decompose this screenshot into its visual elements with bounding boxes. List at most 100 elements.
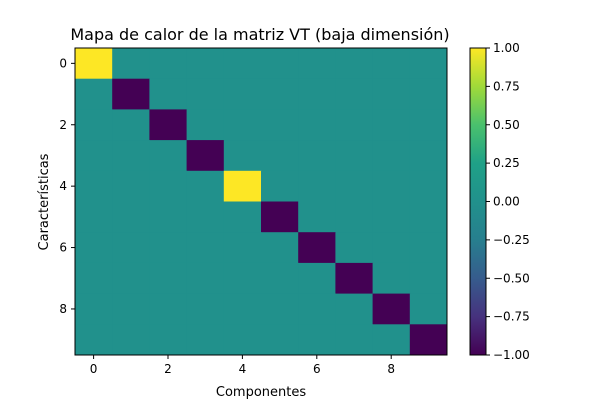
- heatmap-cell-r8-c9: [409, 293, 448, 325]
- heatmap-cell-r1-c3: [186, 78, 225, 110]
- heatmap-cell-r9-c3: [186, 324, 225, 356]
- y-tick-label: 4: [59, 179, 67, 193]
- y-tick-label: 2: [59, 118, 67, 132]
- heatmap-cell-r9-c9: [409, 324, 448, 356]
- heatmap-cell-r1-c2: [149, 78, 188, 110]
- heatmap-cell-r2-c8: [372, 109, 411, 141]
- heatmap-cell-r0-c8: [372, 48, 411, 80]
- heatmap-cell-r0-c2: [149, 48, 188, 80]
- colorbar-tick-label: −0.50: [493, 271, 530, 285]
- heatmap-cell-r4-c1: [112, 170, 150, 202]
- heatmap-cell-r1-c1: [112, 78, 150, 110]
- x-tick-label: 8: [387, 362, 395, 376]
- heatmap-cell-r7-c0: [75, 262, 113, 295]
- heatmap-cell-r9-c8: [372, 324, 411, 356]
- heatmap-cell-r8-c7: [335, 293, 374, 325]
- heatmap-cell-r1-c0: [75, 78, 113, 110]
- heatmap-cell-r3-c6: [298, 140, 336, 172]
- heatmap-cell-r6-c0: [75, 232, 113, 264]
- heatmap-cell-r8-c3: [186, 293, 225, 325]
- heatmap-cell-r0-c5: [261, 48, 299, 80]
- heatmap-cell-r5-c7: [335, 201, 374, 233]
- colorbar-tick-label: −0.75: [493, 310, 530, 324]
- heatmap-cell-r5-c8: [372, 201, 411, 233]
- colorbar-tick-label: 0.50: [493, 118, 520, 132]
- heatmap-cell-r8-c2: [149, 293, 188, 325]
- heatmap-cell-r2-c4: [223, 109, 262, 141]
- plot-frame: [74, 47, 448, 356]
- heatmap-cell-r4-c3: [186, 170, 225, 202]
- colorbar-tick-label: −1.00: [493, 348, 530, 362]
- heatmap-cell-r3-c8: [372, 140, 411, 172]
- colorbar-tick-label: 0.00: [493, 195, 520, 209]
- heatmap-cell-r9-c1: [112, 324, 150, 356]
- heatmap-cell-r2-c9: [409, 109, 448, 141]
- heatmap-cell-r3-c4: [223, 140, 262, 172]
- heatmap-cell-r9-c2: [149, 324, 188, 356]
- heatmap-cell-r9-c0: [75, 324, 113, 356]
- heatmap-cell-r3-c2: [149, 140, 188, 172]
- x-tick-label: 0: [90, 362, 98, 376]
- heatmap-cell-r6-c9: [409, 232, 448, 264]
- heatmap-cell-r4-c0: [75, 170, 113, 202]
- colorbar-tick-label: 1.00: [493, 41, 520, 55]
- y-tick-label: 8: [59, 302, 67, 316]
- heatmap-cell-r7-c4: [223, 262, 262, 295]
- heatmap-cell-r3-c1: [112, 140, 150, 172]
- heatmap-cell-r8-c4: [223, 293, 262, 325]
- x-tick-label: 2: [164, 362, 172, 376]
- heatmap-cell-r6-c5: [261, 232, 299, 264]
- heatmap-cell-r4-c9: [409, 170, 448, 202]
- heatmap-cell-r5-c3: [186, 201, 225, 233]
- heatmap-cell-r4-c6: [298, 170, 336, 202]
- heatmap-cell-r4-c4: [223, 170, 262, 202]
- heatmap-cell-r4-c5: [261, 170, 299, 202]
- heatmap-cell-r5-c6: [298, 201, 336, 233]
- heatmap-cell-r6-c3: [186, 232, 225, 264]
- heatmap-cell-r0-c6: [298, 48, 336, 80]
- heatmap-cells: [75, 48, 448, 356]
- heatmap-cell-r0-c7: [335, 48, 374, 80]
- heatmap-cell-r5-c2: [149, 201, 188, 233]
- heatmap-cell-r9-c5: [261, 324, 299, 356]
- heatmap-cell-r3-c0: [75, 140, 113, 172]
- heatmap-cell-r8-c1: [112, 293, 150, 325]
- heatmap-cell-r7-c8: [372, 262, 411, 295]
- heatmap-cell-r7-c9: [409, 262, 448, 295]
- heatmap-cell-r7-c3: [186, 262, 225, 295]
- heatmap-cell-r3-c9: [409, 140, 448, 172]
- heatmap-cell-r0-c1: [112, 48, 150, 80]
- heatmap-cell-r8-c5: [261, 293, 299, 325]
- heatmap-cell-r7-c6: [298, 262, 336, 295]
- heatmap-cell-r1-c6: [298, 78, 336, 110]
- colorbar: [469, 47, 487, 356]
- heatmap-cell-r6-c1: [112, 232, 150, 264]
- heatmap-cell-r5-c9: [409, 201, 448, 233]
- x-tick-label: 6: [313, 362, 321, 376]
- colorbar-ticks: 1.00 0.75 0.50 0.25 0.00 −0.25 −0.50 −0.75 −1.00: [486, 41, 530, 362]
- heatmap-cell-r7-c1: [112, 262, 150, 295]
- colorbar-tick-label: −0.25: [493, 233, 530, 247]
- heatmap-cell-r1-c8: [372, 78, 411, 110]
- heatmap-cell-r9-c4: [223, 324, 262, 356]
- heatmap-cell-r2-c0: [75, 109, 113, 141]
- heatmap-cell-r4-c2: [149, 170, 188, 202]
- heatmap-cell-r0-c9: [409, 48, 448, 80]
- heatmap-cell-r8-c0: [75, 293, 113, 325]
- heatmap-cell-r4-c8: [372, 170, 411, 202]
- heatmap-cell-r8-c6: [298, 293, 336, 325]
- heatmap-cell-r5-c5: [261, 201, 299, 233]
- heatmap-cell-r6-c4: [223, 232, 262, 264]
- heatmap-cell-r4-c7: [335, 170, 374, 202]
- heatmap-cell-r3-c5: [261, 140, 299, 172]
- heatmap-cell-r1-c4: [223, 78, 262, 110]
- heatmap-cell-r6-c6: [298, 232, 336, 264]
- x-tick-label: 4: [239, 362, 247, 376]
- heatmap-cell-r0-c0: [75, 48, 113, 80]
- heatmap-cell-r2-c6: [298, 109, 336, 141]
- heatmap-cell-r6-c8: [372, 232, 411, 264]
- heatmap-cell-r2-c1: [112, 109, 150, 141]
- heatmap-cell-r7-c5: [261, 262, 299, 295]
- y-axis-label: Características: [37, 153, 52, 250]
